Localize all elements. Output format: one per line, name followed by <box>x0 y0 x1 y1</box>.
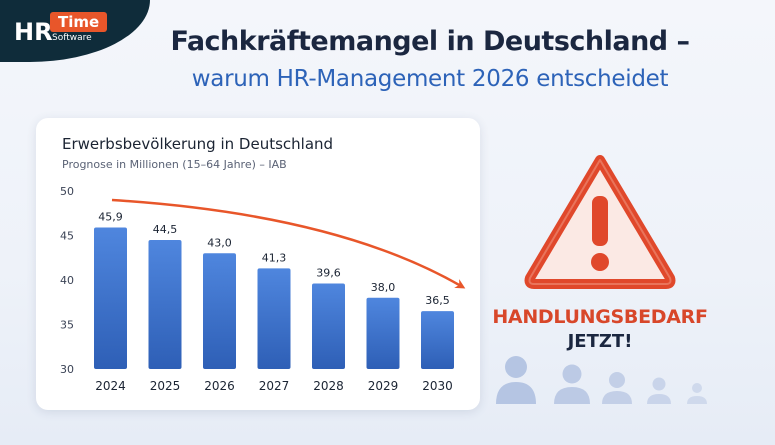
data-label-2024: 45,9 <box>98 210 123 223</box>
data-label-2027: 41,3 <box>262 251 287 264</box>
page-title: Fachkräftemangel in Deutschland – <box>170 26 690 57</box>
y-tick-label: 30 <box>60 363 74 376</box>
y-tick-label: 45 <box>60 230 74 243</box>
page-subtitle: warum HR-Management 2026 entscheidet <box>191 66 669 92</box>
bar-2030 <box>421 311 454 369</box>
person-icon <box>602 372 632 404</box>
person-icon <box>647 377 671 404</box>
y-tick-label: 35 <box>60 319 74 332</box>
data-label-2028: 39,6 <box>316 267 341 280</box>
bar-2024 <box>94 227 127 369</box>
data-label-2029: 38,0 <box>371 281 396 294</box>
x-tick-label: 2025 <box>150 379 181 393</box>
data-label-2030: 36,5 <box>425 294 450 307</box>
x-tick-label: 2030 <box>422 379 453 393</box>
warning-triangle-icon <box>520 150 680 294</box>
bar-2026 <box>203 253 236 369</box>
bar-2025 <box>148 239 182 369</box>
x-tick-label: 2028 <box>313 379 344 393</box>
x-tick-label: 2029 <box>368 379 399 393</box>
bar-2027 <box>257 268 291 369</box>
data-label-2026: 43,0 <box>207 236 232 249</box>
callout-line-2: JETZT! <box>567 331 633 352</box>
chart-title: Erwerbsbevölkerung in Deutschland <box>62 135 334 153</box>
x-tick-label: 2026 <box>204 379 235 393</box>
logo-hr-text: HR <box>14 18 53 46</box>
person-icon <box>554 364 590 404</box>
chart-subtitle: Prognose in Millionen (15–64 Jahre) – IA… <box>62 158 287 171</box>
logo-software-text: Software <box>52 33 92 43</box>
y-tick-label: 50 <box>60 185 74 198</box>
person-icon <box>687 383 707 404</box>
logo-time-badge: Time <box>50 12 108 32</box>
chart-card: Erwerbsbevölkerung in Deutschland Progno… <box>36 118 480 410</box>
bar-2028 <box>312 283 345 369</box>
x-tick-label: 2024 <box>95 379 126 393</box>
callout-line-1: HANDLUNGSBEDARF <box>492 306 708 328</box>
data-label-2025: 44,5 <box>153 223 178 236</box>
y-tick-label: 40 <box>60 274 74 287</box>
trend-arrow <box>111 198 466 289</box>
bar-2029 <box>366 297 400 369</box>
people-row <box>496 356 707 404</box>
person-icon <box>496 356 536 404</box>
x-tick-label: 2027 <box>259 379 290 393</box>
